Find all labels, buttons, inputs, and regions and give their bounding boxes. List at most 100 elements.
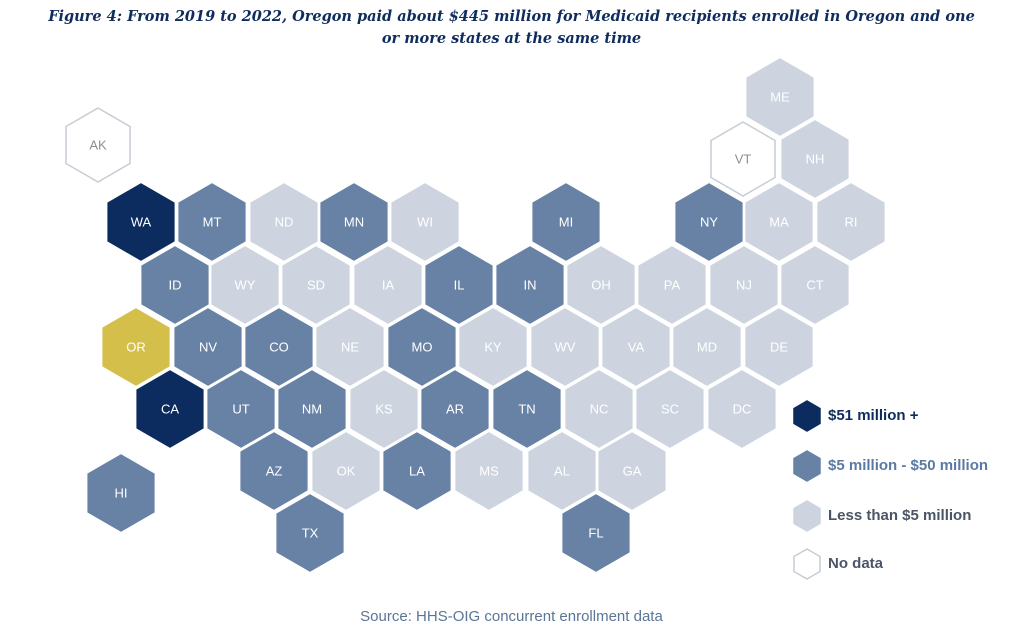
state-tile-dc: DC (706, 367, 778, 451)
legend-swatch-dark (793, 400, 821, 432)
legend-label-mid: $5 million - $50 million (828, 457, 989, 474)
state-hex-ma (743, 180, 815, 264)
state-tile-ca: CA (134, 367, 206, 451)
state-hex-ca (134, 367, 206, 451)
state-tile-mn: MN (318, 180, 390, 264)
state-hex-oh (565, 243, 637, 327)
state-label-ks: KS (375, 402, 393, 417)
state-hex-il (423, 243, 495, 327)
state-tile-ar: AR (419, 367, 491, 451)
state-label-tn: TN (518, 402, 535, 417)
state-hex-ia (352, 243, 424, 327)
state-tile-ne: NE (314, 305, 386, 389)
state-tile-wv: WV (529, 305, 601, 389)
state-label-wv: WV (555, 340, 576, 355)
state-hex-nh (779, 117, 851, 201)
state-label-ak: AK (89, 138, 107, 153)
state-label-ut: UT (232, 402, 249, 417)
state-label-id: ID (169, 278, 182, 293)
state-tile-ri: RI (815, 180, 887, 264)
state-hex-la (381, 429, 453, 513)
state-label-de: DE (770, 340, 788, 355)
state-label-co: CO (269, 340, 289, 355)
state-tile-ak: AK (62, 103, 134, 187)
no-data-outline (710, 121, 776, 197)
state-label-ny: NY (700, 215, 718, 230)
state-label-mo: MO (412, 340, 433, 355)
state-tile-pa: PA (636, 243, 708, 327)
legend-label-none: No data (828, 555, 884, 572)
state-label-hi: HI (115, 486, 128, 501)
state-label-la: LA (409, 464, 425, 479)
state-label-ok: OK (337, 464, 356, 479)
no-data-outline (65, 107, 131, 183)
state-label-nh: NH (806, 152, 825, 167)
state-label-ma: MA (769, 215, 789, 230)
legend-swatch-mid (793, 450, 821, 482)
state-label-il: IL (454, 278, 465, 293)
legend-item-dark: $51 million + (792, 400, 1022, 432)
legend-item-mid: $5 million - $50 million (792, 450, 1022, 482)
state-label-ga: GA (623, 464, 642, 479)
state-tile-nj: NJ (708, 243, 780, 327)
state-label-wy: WY (235, 278, 256, 293)
state-tile-tx: TX (274, 491, 346, 575)
state-label-me: ME (770, 90, 790, 105)
state-hex-nm (276, 367, 348, 451)
state-label-oh: OH (591, 278, 611, 293)
state-label-md: MD (697, 340, 717, 355)
state-label-nc: NC (590, 402, 609, 417)
state-label-az: AZ (266, 464, 283, 479)
state-label-nv: NV (199, 340, 217, 355)
state-tile-sc: SC (634, 367, 706, 451)
state-tile-nm: NM (276, 367, 348, 451)
state-label-fl: FL (588, 526, 603, 541)
state-hex-ri (815, 180, 887, 264)
state-tile-ia: IA (352, 243, 424, 327)
state-label-ri: RI (845, 215, 858, 230)
state-tile-ms: MS (453, 429, 525, 513)
state-label-ms: MS (479, 464, 499, 479)
state-tile-in: IN (494, 243, 566, 327)
state-tile-tn: TN (491, 367, 563, 451)
state-label-ne: NE (341, 340, 359, 355)
state-label-dc: DC (733, 402, 752, 417)
state-tile-wy: WY (209, 243, 281, 327)
state-label-ky: KY (484, 340, 502, 355)
state-label-pa: PA (664, 278, 681, 293)
state-tile-md: MD (671, 305, 743, 389)
state-label-tx: TX (302, 526, 319, 541)
state-tile-wi: WI (389, 180, 461, 264)
legend-label-dark: $51 million + (828, 407, 919, 424)
state-hex-me (744, 55, 816, 139)
source-note: Source: HHS-OIG concurrent enrollment da… (360, 608, 663, 625)
state-tile-la: LA (381, 429, 453, 513)
legend-swatch-none (793, 548, 821, 580)
legend-swatch-light (793, 500, 821, 532)
legend-label-light: Less than $5 million (828, 507, 972, 524)
state-hex-wv (529, 305, 601, 389)
state-tile-ga: GA (596, 429, 668, 513)
state-label-nj: NJ (736, 278, 752, 293)
state-label-ia: IA (382, 278, 395, 293)
state-hex-ok (310, 429, 382, 513)
state-label-al: AL (554, 464, 570, 479)
legend-item-none: No data (792, 548, 1022, 580)
state-tile-sd: SD (280, 243, 352, 327)
state-hex-vt (707, 117, 779, 201)
state-hex-sd (280, 243, 352, 327)
state-hex-tx (274, 491, 346, 575)
state-tile-az: AZ (238, 429, 310, 513)
state-label-sc: SC (661, 402, 679, 417)
state-label-in: IN (524, 278, 537, 293)
state-label-nd: ND (275, 215, 294, 230)
state-tile-vt: VT (707, 117, 779, 201)
state-hex-or (100, 305, 172, 389)
state-hex-de (743, 305, 815, 389)
state-hex-fl (560, 491, 632, 575)
figure-title: Figure 4: From 2019 to 2022, Oregon paid… (48, 8, 975, 47)
state-tile-va: VA (600, 305, 672, 389)
state-tile-nh: NH (779, 117, 851, 201)
state-tile-hi: HI (85, 451, 157, 535)
state-hex-dc (706, 367, 778, 451)
